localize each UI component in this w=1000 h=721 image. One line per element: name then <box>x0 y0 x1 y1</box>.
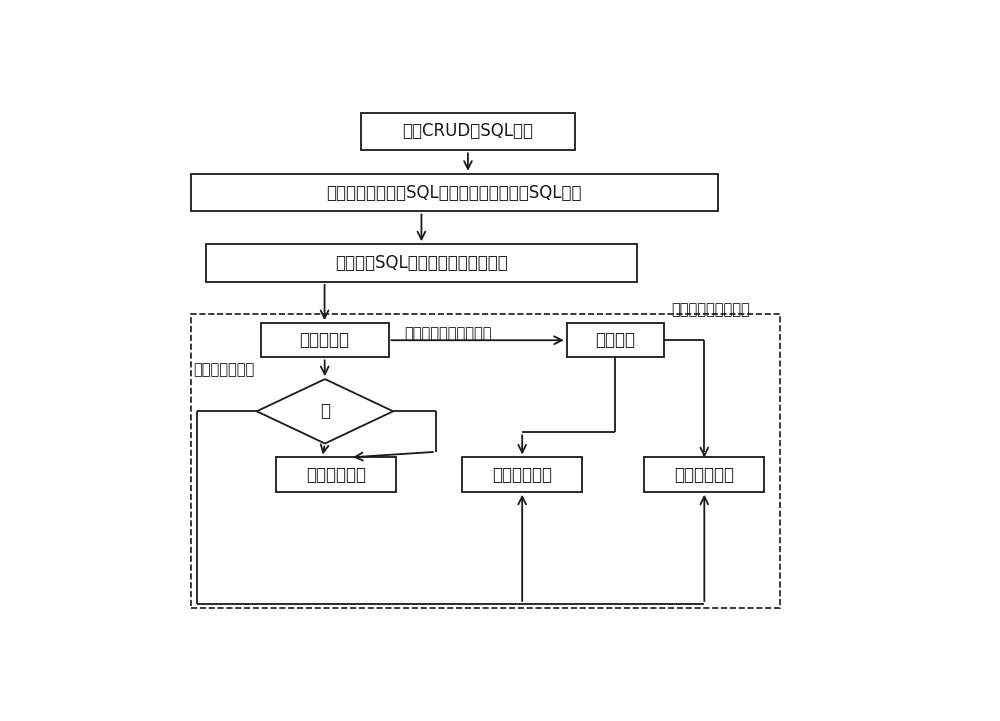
Text: 主数据源: 主数据源 <box>595 331 635 349</box>
Text: 第三数据节点: 第三数据节点 <box>674 466 734 484</box>
Text: 从完整的SQL语句中截取分片关键字: 从完整的SQL语句中截取分片关键字 <box>335 254 508 272</box>
Bar <box>462 457 582 492</box>
Bar <box>191 314 780 609</box>
Text: 根据CRUD将SQL分类: 根据CRUD将SQL分类 <box>402 123 533 141</box>
Text: 将参数字串分配到SQL占位符中，得到完整SQL语句: 将参数字串分配到SQL占位符中，得到完整SQL语句 <box>327 184 582 202</box>
Bar <box>276 457 396 492</box>
Bar <box>361 112 574 151</box>
Bar <box>567 323 664 358</box>
Bar <box>206 244 637 282</box>
Text: 单个分片关键字: 单个分片关键字 <box>193 362 254 377</box>
Text: 第一数据节点: 第一数据节点 <box>306 466 366 484</box>
Text: 第二数据节点: 第二数据节点 <box>492 466 552 484</box>
Bar <box>191 174 718 211</box>
Text: 或: 或 <box>320 402 330 420</box>
Text: 适配解析器: 适配解析器 <box>300 331 350 349</box>
Bar <box>644 457 764 492</box>
Text: 多个不同的分片关键字: 多个不同的分片关键字 <box>404 326 492 341</box>
Text: 同构型分布式数据库: 同构型分布式数据库 <box>671 302 750 317</box>
Bar <box>261 323 388 358</box>
